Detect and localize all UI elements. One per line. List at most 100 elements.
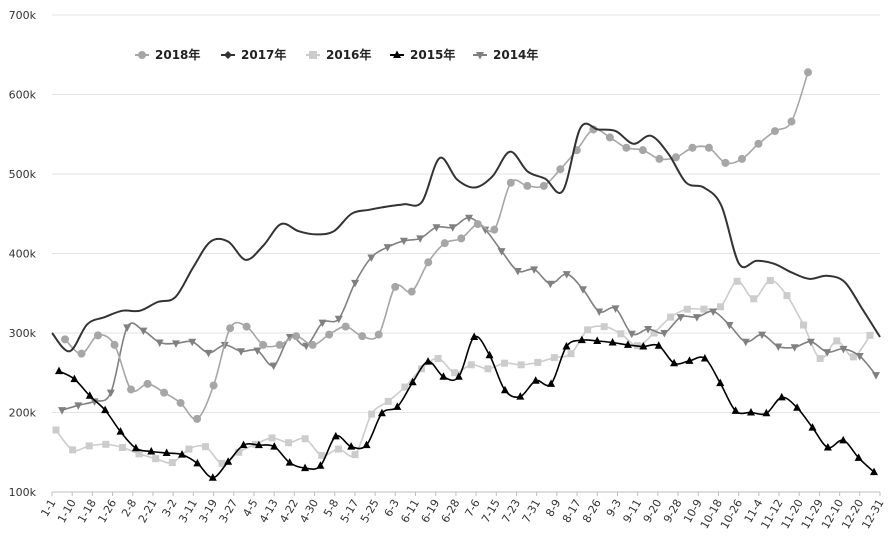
data-point [269, 362, 278, 371]
data-point [600, 323, 608, 331]
data-point [285, 333, 294, 342]
data-point [70, 374, 79, 383]
data-point [432, 224, 441, 232]
y-tick-label: 700k [9, 9, 37, 22]
data-point [638, 146, 647, 155]
data-point [531, 376, 540, 384]
data-point [790, 344, 799, 352]
x-tick-label: 4-30 [297, 497, 321, 525]
data-point [204, 349, 213, 358]
data-point [407, 287, 416, 296]
data-point [171, 340, 180, 348]
x-tick-label: 9-11 [621, 497, 645, 525]
data-point [253, 347, 262, 355]
x-tick-label: 1-1 [38, 497, 58, 519]
data-point [162, 448, 171, 457]
legend-marker [138, 51, 146, 59]
data-point [434, 354, 442, 362]
data-point [562, 271, 571, 279]
legend-label: 2014年 [493, 47, 538, 62]
data-point [754, 139, 763, 148]
data-point [676, 314, 685, 322]
data-point [110, 340, 119, 349]
data-point [316, 461, 325, 469]
data-point [61, 335, 69, 344]
data-point [683, 305, 691, 313]
data-point [855, 353, 864, 361]
data-point [85, 442, 93, 450]
data-point [185, 445, 193, 453]
data-point [301, 463, 310, 472]
data-point [593, 336, 602, 344]
data-point [484, 365, 492, 373]
data-point [670, 358, 679, 367]
data-point [872, 372, 880, 380]
legend-label: 2016年 [326, 47, 371, 62]
data-point [401, 383, 409, 391]
data-point [622, 143, 631, 152]
series-line [55, 279, 871, 465]
data-point [331, 431, 340, 440]
x-tick-label: 8-9 [543, 497, 563, 519]
x-tick-label: 5-17 [338, 497, 362, 525]
data-point [224, 457, 233, 465]
y-tick-label: 400k [9, 248, 37, 261]
data-point [567, 350, 575, 358]
data-point [577, 335, 586, 344]
data-point [341, 322, 350, 331]
data-point [833, 337, 841, 345]
data-point [704, 143, 713, 152]
x-axis: 1-11-101-181-26 2-82-21 3-23-113-193-27 4-5… [38, 491, 887, 531]
data-point [546, 280, 555, 289]
data-point [870, 467, 878, 476]
x-tick-label: 3-2 [160, 497, 180, 519]
data-point [823, 349, 832, 357]
data-point [700, 353, 709, 362]
data-point [816, 354, 824, 362]
data-point [465, 214, 473, 223]
data-point [800, 321, 808, 329]
data-point [539, 181, 548, 190]
data-point [733, 277, 741, 285]
data-point [725, 322, 734, 330]
data-point [374, 330, 383, 339]
data-point [127, 385, 136, 394]
data-point [700, 305, 708, 313]
data-point [806, 338, 815, 347]
data-point [457, 234, 466, 243]
data-point [55, 366, 63, 375]
data-point [608, 338, 617, 346]
data-point [131, 443, 140, 452]
data-point [584, 326, 592, 334]
legend-label: 2015年 [410, 47, 455, 62]
data-point [516, 392, 525, 400]
data-point [69, 446, 77, 454]
data-point [808, 423, 817, 431]
data-point [408, 377, 417, 386]
data-point [275, 340, 284, 349]
data-point [783, 292, 791, 300]
data-point [384, 397, 392, 405]
data-point [513, 267, 522, 276]
data-point [292, 332, 301, 341]
data-point [534, 358, 542, 366]
data-point [716, 303, 724, 311]
x-tick-label: 3-11 [176, 497, 200, 525]
legend-marker [476, 52, 484, 60]
data-point [155, 339, 164, 348]
data-point [497, 248, 506, 256]
data-point [500, 385, 509, 394]
data-point [623, 340, 632, 348]
data-point [143, 379, 152, 388]
data-point [202, 443, 210, 451]
data-point [74, 402, 83, 410]
data-point [517, 361, 525, 369]
data-point [118, 443, 126, 451]
data-point [193, 458, 202, 467]
x-tick-label: 9-20 [641, 497, 665, 525]
data-point [301, 435, 309, 443]
data-point [750, 295, 758, 303]
gridlines [52, 14, 880, 493]
data-point [268, 434, 276, 442]
data-point [485, 350, 494, 359]
